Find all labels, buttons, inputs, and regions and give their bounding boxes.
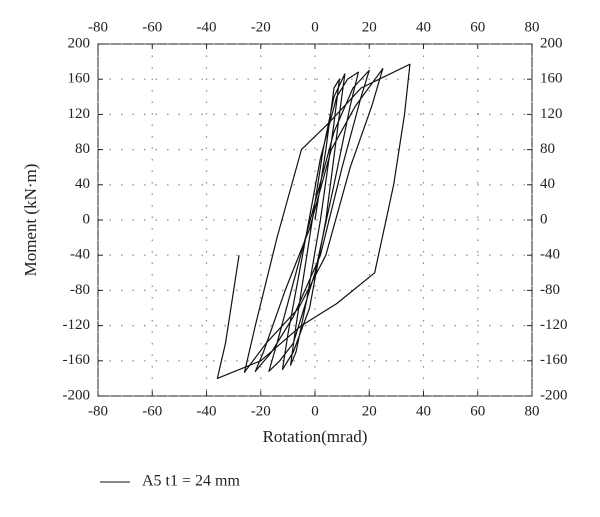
x-tick-label: -20 <box>251 403 271 419</box>
y-tick-label-right: 80 <box>540 141 555 157</box>
x-tick-label-top: 20 <box>362 19 377 35</box>
data-line <box>216 63 411 379</box>
x-tick-label-top: -80 <box>88 19 108 35</box>
y-tick-label-right: -120 <box>540 317 568 333</box>
y-axis-label: Moment (kN·m) <box>21 164 40 277</box>
y-tick-label: -80 <box>70 282 90 298</box>
y-tick-label-right: 40 <box>540 176 555 192</box>
y-tick-label: -40 <box>70 247 90 263</box>
x-tick-label: -80 <box>88 403 108 419</box>
y-tick-label: 0 <box>83 211 91 227</box>
y-tick-label-right: -40 <box>540 247 560 263</box>
x-tick-label-top: 40 <box>416 19 431 35</box>
x-tick-label: -40 <box>197 403 217 419</box>
y-tick-label-right: 120 <box>540 106 563 122</box>
y-tick-label-right: -200 <box>540 387 568 403</box>
y-tick-label: 200 <box>68 35 91 51</box>
y-tick-label: -160 <box>63 352 91 368</box>
x-tick-label: 0 <box>311 403 319 419</box>
legend-label: A5 t1 = 24 mm <box>142 473 240 490</box>
y-tick-label: 160 <box>68 71 91 87</box>
x-tick-label: -60 <box>142 403 162 419</box>
y-tick-label: 80 <box>75 141 90 157</box>
y-tick-label: 120 <box>68 106 91 122</box>
x-tick-label-top: -40 <box>197 19 217 35</box>
y-tick-label-right: 200 <box>540 35 563 51</box>
y-tick-label-right: -80 <box>540 282 560 298</box>
x-tick-label: 40 <box>416 403 431 419</box>
x-tick-label-top: -20 <box>251 19 271 35</box>
x-tick-label-top: 60 <box>470 19 485 35</box>
x-tick-label: 80 <box>525 403 540 419</box>
y-tick-label: -120 <box>63 317 91 333</box>
y-tick-label: -200 <box>63 387 91 403</box>
x-axis-label: Rotation(mrad) <box>263 427 368 446</box>
x-tick-label: 20 <box>362 403 377 419</box>
y-tick-label-right: 160 <box>540 71 563 87</box>
x-tick-label-top: -60 <box>142 19 162 35</box>
x-tick-label-top: 0 <box>311 19 319 35</box>
y-tick-label: 40 <box>75 176 90 192</box>
y-tick-label-right: 0 <box>540 211 548 227</box>
x-tick-label: 60 <box>470 403 485 419</box>
x-tick-label-top: 80 <box>525 19 540 35</box>
y-tick-label-right: -160 <box>540 352 568 368</box>
